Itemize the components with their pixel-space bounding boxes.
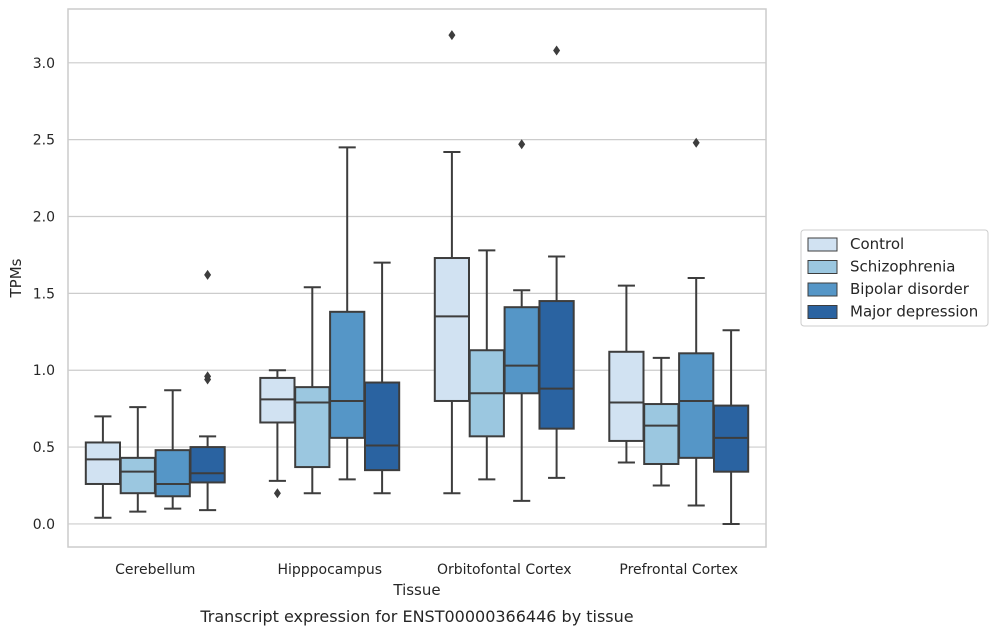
box-bipolar-disorder <box>154 389 191 510</box>
y-axis-label: TPMs <box>7 258 25 298</box>
legend-label: Major depression <box>850 303 978 321</box>
box-control <box>608 284 645 464</box>
box-iqr <box>154 449 191 498</box>
outlier-point <box>448 30 456 41</box>
y-tick-label: 2.5 <box>33 133 55 149</box>
box-iqr <box>363 381 401 472</box>
legend-label: Bipolar disorder <box>850 280 970 298</box>
chart-caption: Transcript expression for ENST0000036644… <box>199 607 633 626</box>
box-iqr <box>433 257 471 402</box>
box-bipolar-disorder <box>678 137 715 507</box>
y-tick-label: 0.5 <box>33 440 55 456</box>
box-iqr <box>503 306 540 395</box>
box-schizophrenia <box>468 249 505 481</box>
x-tick-label: Hipppocampus <box>277 562 382 578</box>
x-tick-labels: Cerebellum Hipppocampus Orbitofontal Corte… <box>115 562 738 578</box>
legend-label: Control <box>850 235 904 253</box>
y-tick-label: 0.0 <box>33 517 55 533</box>
legend-swatch <box>807 260 838 274</box>
box-iqr <box>294 386 331 469</box>
box-iqr <box>119 456 156 495</box>
legend-frame <box>800 229 989 327</box>
x-tick-label: Orbitofontal Cortex <box>437 562 572 578</box>
legend-swatch <box>807 237 838 252</box>
box-iqr <box>189 446 226 484</box>
outlier-point <box>553 45 561 56</box>
outlier-point <box>204 371 212 382</box>
legend-swatch <box>807 305 838 319</box>
y-tick-label: 1.0 <box>33 363 55 379</box>
box-major-depression <box>189 269 226 512</box>
outlier-point <box>692 137 700 148</box>
plot-area-frame <box>67 8 767 548</box>
box-schizophrenia <box>119 406 156 513</box>
box-major-depression <box>363 261 401 495</box>
box-iqr <box>84 441 122 485</box>
x-axis-label: Tissue <box>392 581 440 599</box>
y-tick-labels: 0.0 0.5 1.0 1.5 2.0 2.5 3.0 <box>33 56 55 533</box>
outlier-point <box>204 269 212 280</box>
legend-label: Schizophrenia <box>850 258 955 276</box>
legend: Control Schizophrenia Bipolar disorder Majo… <box>800 229 989 327</box>
y-tick-label: 2.0 <box>33 210 55 226</box>
box-control <box>259 369 296 499</box>
y-tick-label: 3.0 <box>33 56 55 72</box>
outlier-point <box>518 139 526 150</box>
gridlines <box>68 62 766 525</box>
box-iqr <box>643 403 680 465</box>
x-tick-label: Prefrontal Cortex <box>619 562 738 578</box>
box-schizophrenia <box>294 286 331 495</box>
outlier-point <box>273 488 281 499</box>
box-iqr <box>678 352 715 459</box>
x-tick-label: Cerebellum <box>115 562 195 578</box>
box-control <box>84 415 122 519</box>
y-tick-label: 1.5 <box>33 286 55 302</box>
box-bipolar-disorder <box>329 146 366 481</box>
box-schizophrenia <box>643 356 680 487</box>
box-iqr <box>608 350 645 442</box>
box-major-depression <box>712 329 750 525</box>
box-iqr <box>329 310 366 439</box>
boxes <box>84 30 750 525</box>
box-control <box>433 30 471 495</box>
legend-swatch <box>807 282 838 297</box>
box-major-depression <box>538 45 575 479</box>
box-iqr <box>538 300 575 430</box>
